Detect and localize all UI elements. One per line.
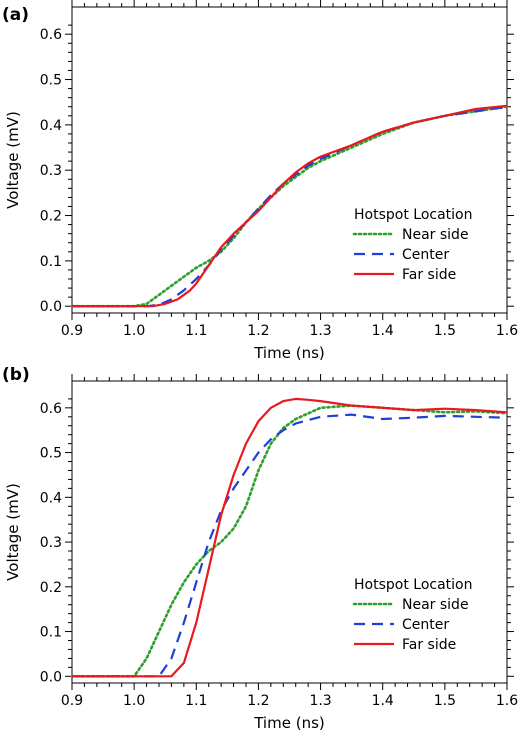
x-axis-title: Time (ns): [253, 344, 325, 362]
legend-entry: Near side: [402, 227, 469, 243]
x-axis-title: Time (ns): [253, 714, 325, 732]
chart-panel-1: 0.9 1.0 1.1 1.2 1.3 1.4 1.5 1.6 0.0 0.1 0.2 0.3 0.4 0…: [2, 0, 518, 362]
x-tick-label: 1.2: [247, 323, 269, 339]
y-tick-label: 0.3: [40, 163, 62, 179]
x-tick-label: 1.5: [434, 323, 456, 339]
y-tick-label: 0.5: [40, 446, 62, 462]
y-tick-label: 0.5: [40, 73, 62, 89]
chart-panel-2: 0.9 1.0 1.1 1.2 1.3 1.4 1.5 1.6 0.0 0.1 0.2 0.3 0.4 0…: [2, 365, 518, 732]
panel-label: (b): [2, 365, 30, 385]
y-axis-title: Voltage (mV): [4, 111, 22, 209]
y-tick-label: 0.0: [40, 299, 62, 315]
y-tick-label: 0.1: [40, 254, 62, 270]
y-tick-label: 0.6: [40, 27, 62, 43]
series-line-center: [72, 105, 508, 308]
x-tick-label: 1.6: [496, 693, 518, 709]
x-tick-label: 1.1: [185, 323, 207, 339]
x-tick-label: 1.4: [372, 323, 394, 339]
series-line-center: [72, 413, 508, 678]
y-tick-label: 0.4: [40, 118, 62, 134]
series-line-far-side: [72, 104, 508, 308]
x-tick-label: 1.6: [496, 323, 518, 339]
y-tick-label: 0.2: [40, 209, 62, 225]
plot-frame: [71, 6, 508, 314]
x-tick-label: 1.0: [123, 693, 145, 709]
x-tick-label: 0.9: [61, 693, 83, 709]
x-tick-label: 1.4: [372, 693, 394, 709]
x-tick-label: 1.3: [309, 323, 331, 339]
legend-entry: Near side: [402, 597, 469, 613]
x-tick-label: 1.2: [247, 693, 269, 709]
legend: Hotspot Location Near side Center Far side: [352, 207, 472, 283]
x-tick-label: 1.0: [123, 323, 145, 339]
series-line-near-side: [70, 404, 509, 678]
legend-entry: Far side: [402, 637, 456, 653]
legend-title: Hotspot Location: [354, 577, 472, 593]
legend-entry: Center: [402, 617, 449, 633]
panel-label: (a): [2, 5, 29, 25]
y-axis-title: Voltage (mV): [4, 483, 22, 581]
x-tick-label: 1.5: [434, 693, 456, 709]
y-tick-label: 0.2: [40, 580, 62, 596]
y-tick-label: 0.6: [40, 401, 62, 417]
legend: Hotspot Location Near side Center Far side: [352, 577, 472, 653]
x-tick-label: 1.3: [309, 693, 331, 709]
y-tick-label: 0.3: [40, 535, 62, 551]
series-line-far-side: [72, 397, 508, 678]
y-tick-label: 0.0: [40, 669, 62, 685]
legend-entry: Center: [402, 247, 449, 263]
plot-frame: [71, 380, 508, 684]
y-tick-label: 0.1: [40, 625, 62, 641]
x-tick-label: 0.9: [61, 323, 83, 339]
y-tick-label: 0.4: [40, 490, 62, 506]
legend-entry: Far side: [402, 267, 456, 283]
legend-title: Hotspot Location: [354, 207, 472, 223]
x-tick-label: 1.1: [185, 693, 207, 709]
